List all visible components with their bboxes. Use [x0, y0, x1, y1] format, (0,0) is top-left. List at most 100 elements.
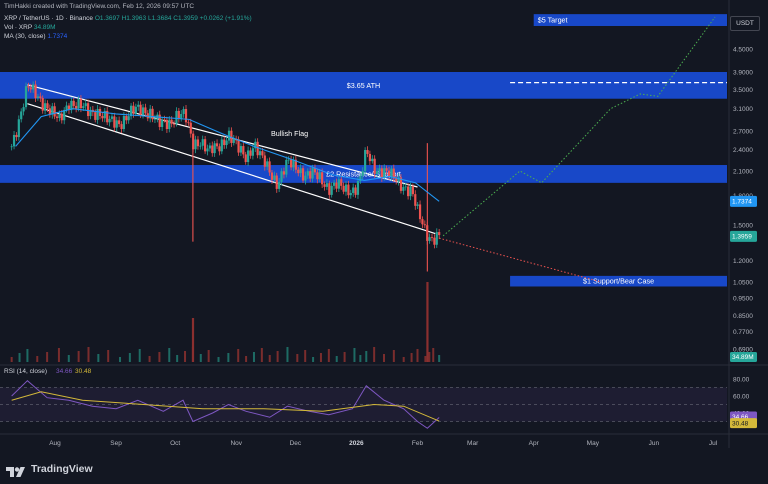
- volume-bar-4: [46, 352, 49, 362]
- candle-body: [72, 100, 75, 106]
- candle-129: [318, 168, 321, 183]
- ohlc-close: C1.3959: [173, 15, 198, 22]
- candle-body: [65, 105, 68, 110]
- candle-74: [187, 119, 190, 126]
- candle-body: [407, 186, 410, 197]
- candle-body: [127, 116, 130, 121]
- ohlc-open: O1.3697: [94, 15, 120, 22]
- candle-131: [323, 181, 326, 191]
- candle-body: [404, 186, 407, 188]
- ohlc-change: +0.0262 (+1.91%): [199, 15, 252, 22]
- candle-158: [387, 166, 391, 181]
- candle-body: [239, 146, 243, 153]
- candle-97: [242, 142, 245, 159]
- candle-27: [75, 102, 78, 113]
- candle-168: [411, 183, 414, 197]
- volume-bar-7: [77, 351, 80, 362]
- candle-body: [108, 118, 111, 123]
- tradingview-logo-icon: [6, 464, 26, 477]
- candle-43: [113, 112, 116, 132]
- candle-162: [397, 173, 400, 186]
- candle-body: [153, 118, 157, 120]
- candle-body: [316, 172, 319, 180]
- created-by-text: TimHakki created with TradingView.com, F…: [4, 3, 195, 10]
- time-tick-6: Feb: [412, 440, 424, 447]
- volume-bar-44: [402, 357, 405, 362]
- candle-body: [158, 114, 161, 127]
- price-tag-0: 1.7374: [732, 199, 752, 206]
- zone-0: [533, 14, 727, 26]
- candle-body: [227, 130, 231, 141]
- candle-body: [232, 138, 235, 143]
- tradingview-logo[interactable]: TradingView: [6, 462, 93, 477]
- candle-body: [192, 133, 195, 150]
- candle-body: [194, 139, 197, 150]
- time-tick-11: Jul: [709, 440, 718, 447]
- candle-body: [41, 97, 44, 111]
- candle-body: [371, 158, 374, 162]
- candle-19: [55, 112, 59, 122]
- candle-179: [438, 228, 441, 240]
- candle-87: [218, 143, 221, 156]
- volume-bar-41: [373, 347, 376, 362]
- candle-151: [371, 155, 374, 164]
- candle-body: [48, 108, 51, 115]
- candle-body: [70, 100, 73, 111]
- candle-135: [332, 179, 336, 190]
- candle-body: [17, 119, 20, 138]
- candle-114: [282, 167, 286, 179]
- candle-149: [366, 146, 369, 158]
- candle-101: [251, 144, 254, 160]
- candle-157: [385, 165, 388, 175]
- candle-body: [318, 172, 321, 180]
- candle-body: [354, 187, 357, 195]
- candle-16: [48, 104, 51, 118]
- volume-tag-bg: [730, 352, 757, 362]
- candle-170: [416, 202, 419, 210]
- candle-14: [43, 99, 47, 115]
- candle-body: [344, 184, 348, 192]
- candle-body: [206, 148, 209, 152]
- ma-30-line: [15, 108, 440, 202]
- price-tick-9: 1.2000: [733, 258, 753, 265]
- candle-body: [63, 109, 66, 121]
- candle-102: [254, 138, 257, 152]
- candle-140: [344, 181, 348, 196]
- candle-159: [390, 165, 393, 181]
- candle-169: [414, 190, 417, 210]
- price-tick-8: 1.5000: [733, 222, 753, 229]
- candle-body: [313, 168, 317, 173]
- currency-button[interactable]: USDT: [730, 16, 760, 31]
- bull-projection-path: [442, 16, 716, 237]
- rsi-tick-1: 60.00: [733, 394, 750, 401]
- candle-59: [151, 106, 154, 123]
- candle-116: [287, 156, 290, 164]
- candle-93: [232, 134, 235, 146]
- candle-body: [60, 113, 63, 121]
- candle-body: [282, 171, 286, 175]
- candle-body: [122, 116, 126, 130]
- candle-body: [67, 105, 71, 111]
- candle-body: [414, 194, 417, 206]
- zone-label-3: $1 Support/Bear Case: [583, 277, 654, 286]
- volume-bar-12: [128, 353, 131, 362]
- candle-121: [299, 164, 302, 178]
- candle-123: [304, 171, 307, 185]
- price-tick-1: 3.9000: [733, 70, 753, 77]
- candle-body: [118, 120, 121, 125]
- candle-body: [77, 98, 80, 109]
- candle-47: [122, 112, 126, 132]
- candle-body: [395, 178, 398, 182]
- candle-124: [306, 168, 309, 179]
- candle-78: [196, 136, 200, 150]
- candle-body: [24, 86, 28, 108]
- candle-body: [39, 96, 42, 98]
- candle-body: [175, 110, 178, 124]
- volume-bar-39: [359, 355, 362, 362]
- candle-body: [82, 106, 85, 109]
- candle-2: [15, 132, 18, 141]
- ohlc-low: L1.3684: [147, 15, 172, 22]
- candle-body: [299, 168, 302, 174]
- candle-body: [223, 139, 226, 146]
